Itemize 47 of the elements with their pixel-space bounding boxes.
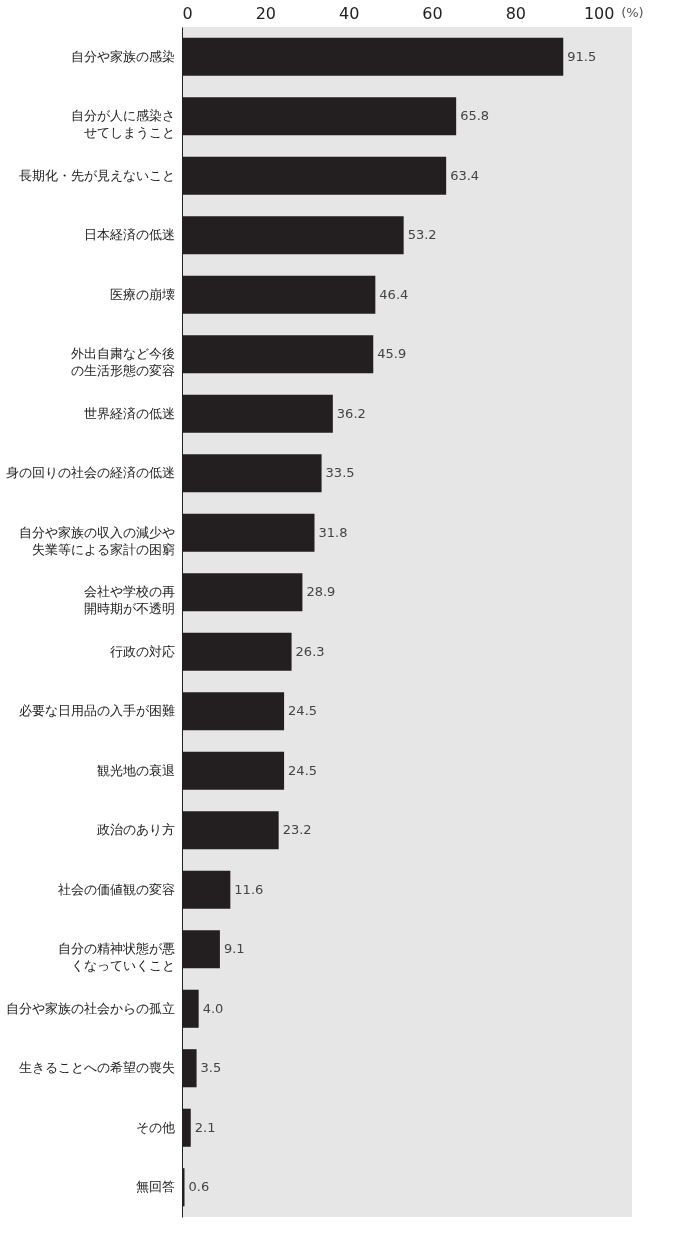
y-tick-label: 必要な日用品の入手が困難 — [18, 703, 175, 719]
data-label: 36.2 — [336, 405, 366, 421]
y-tick-label: 観光地の衰退 — [96, 762, 175, 778]
y-tick-label: 自分や家族の社会からの孤立 — [5, 1000, 175, 1016]
y-tick-label: 政治のあり方 — [96, 822, 175, 838]
data-label: 45.9 — [377, 346, 407, 362]
data-label: 63.4 — [450, 167, 480, 183]
x-axis-title: (%) — [621, 4, 644, 20]
data-label: 24.5 — [288, 762, 318, 778]
y-tick-label: 生きることへの希望の喪失 — [18, 1060, 175, 1076]
y-tick-label: 世界経済の低迷 — [83, 405, 175, 421]
data-label: 65.8 — [460, 108, 490, 124]
y-tick-label: 無回答 — [135, 1179, 175, 1195]
x-tick-label: 20 — [255, 3, 277, 23]
data-label: 91.5 — [567, 48, 597, 64]
x-tick-label: 100 — [583, 3, 615, 23]
y-tick-label: 身の回りの社会の経済の低迷 — [5, 465, 175, 481]
y-tick-label: 日本経済の低迷 — [83, 227, 175, 243]
y-tick-label: 社会の価値観の変容 — [57, 881, 175, 897]
y-tick-label: 自分が人に感染させてしまうこと — [70, 108, 175, 141]
data-label: 46.4 — [379, 286, 409, 302]
data-label: 31.8 — [318, 524, 348, 540]
data-label: 11.6 — [234, 881, 264, 897]
y-tick-label: 医療の崩壊 — [109, 286, 175, 302]
y-tick-label: 行政の対応 — [109, 643, 175, 659]
data-label: 26.3 — [295, 643, 325, 659]
data-label: 3.5 — [200, 1060, 222, 1076]
y-tick-label: 会社や学校の再開時期が不透明 — [83, 584, 175, 617]
y-tick-label: その他 — [135, 1119, 175, 1135]
data-label: 33.5 — [325, 465, 355, 481]
data-label: 9.1 — [223, 941, 245, 957]
y-tick-label: 自分や家族の収入の減少や失業等による家計の困窮 — [18, 524, 175, 557]
data-label: 24.5 — [288, 703, 318, 719]
data-label: 23.2 — [282, 822, 312, 838]
x-tick-label: 0 — [182, 3, 193, 23]
y-tick-label: 外出自粛など今後の生活形態の変容 — [70, 346, 175, 379]
y-tick-label: 長期化・先が見えないこと — [18, 167, 175, 183]
x-tick-label: 40 — [338, 3, 360, 23]
y-tick-label: 自分や家族の感染 — [70, 48, 175, 64]
data-label: 0.6 — [188, 1179, 210, 1195]
data-label: 28.9 — [306, 584, 336, 600]
x-tick-label: 60 — [422, 3, 443, 23]
y-tick-label: 自分の精神状態が悪くなっていくこと — [57, 941, 175, 974]
data-label: 53.2 — [407, 227, 437, 243]
data-label: 4.0 — [202, 1000, 224, 1016]
x-tick-label: 80 — [505, 3, 527, 23]
data-label: 2.1 — [194, 1119, 216, 1135]
